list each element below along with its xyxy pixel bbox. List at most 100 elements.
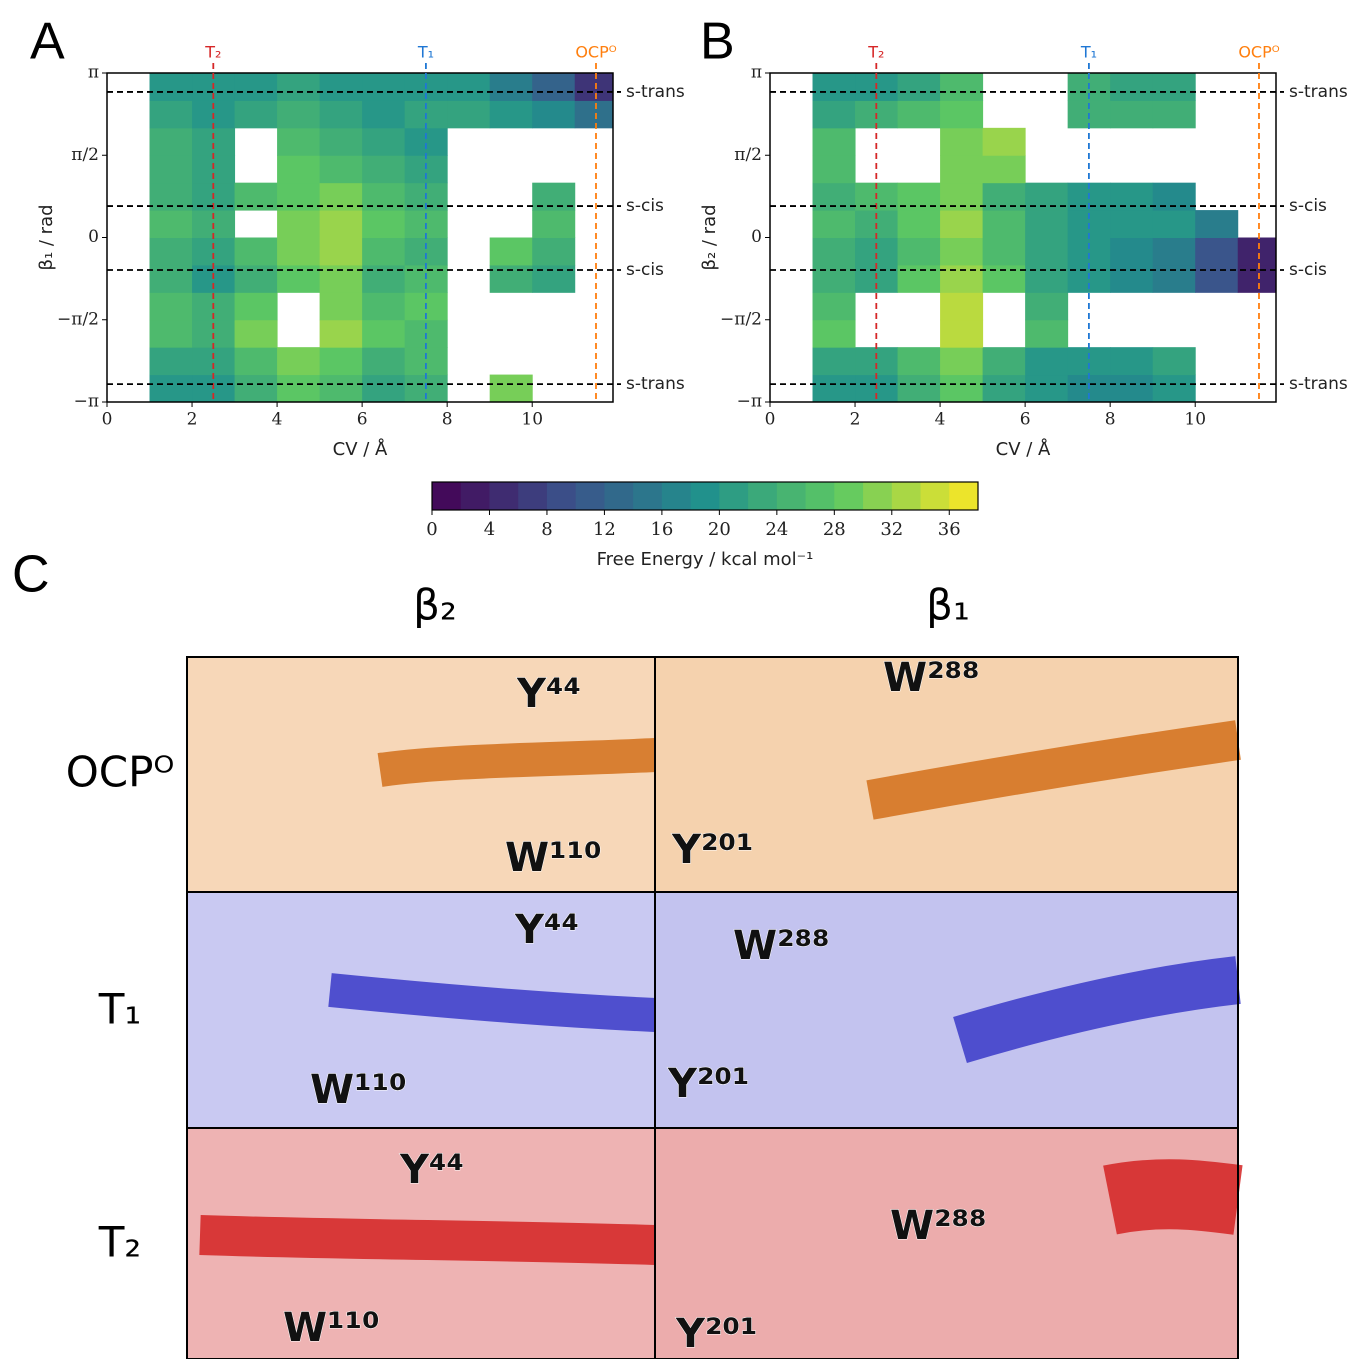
- colorbar-tick-label: 36: [938, 519, 961, 540]
- colorbar-band: [920, 482, 950, 510]
- grid-border: [186, 656, 1239, 1359]
- residue-label: Y⁴⁴: [514, 907, 579, 953]
- colorbar-band: [805, 482, 835, 510]
- heat-cell: [234, 237, 278, 266]
- panel-label: C: [12, 546, 50, 604]
- y-tick-label: −π: [737, 392, 762, 412]
- colorbar-band: [690, 482, 720, 510]
- heat-cell: [812, 319, 856, 348]
- heat-cell: [404, 347, 448, 376]
- colorbar-band: [460, 482, 490, 510]
- heat-cell: [897, 374, 941, 402]
- heat-cell: [812, 73, 856, 101]
- heat-cell: [940, 237, 984, 266]
- heat-cell: [940, 374, 984, 402]
- residue-label: Y²⁰¹: [675, 1311, 758, 1357]
- heat-cell: [940, 292, 984, 321]
- heat-cell: [532, 210, 576, 238]
- heat-cell: [1025, 374, 1069, 402]
- heat-cell: [574, 73, 613, 101]
- carotenoid: [866, 720, 1241, 820]
- heat-cell: [489, 100, 533, 129]
- heat-cell: [234, 374, 278, 402]
- colorbar-label: Free Energy / kcal mol⁻¹: [597, 549, 814, 570]
- conformer-label: s-cis: [1289, 260, 1327, 280]
- heatmap-cells: [149, 73, 613, 402]
- row-label: OCPᴼ: [66, 748, 175, 797]
- heat-cell: [362, 210, 406, 238]
- heat-cell: [234, 347, 278, 376]
- residue-label: Y²⁰¹: [667, 1061, 750, 1107]
- x-tick-label: 0: [765, 410, 776, 430]
- heat-cell: [319, 73, 363, 101]
- heat-cell: [1237, 237, 1276, 266]
- conformer-label: s-cis: [626, 196, 664, 216]
- colorbar-tick-label: 8: [541, 519, 552, 540]
- heat-cell: [1152, 237, 1196, 266]
- heat-cell: [489, 237, 533, 266]
- heat-cell: [404, 237, 448, 266]
- carotenoid: [328, 973, 656, 1032]
- colorbar-band: [891, 482, 922, 510]
- heat-cell: [855, 347, 899, 376]
- heat-cell: [982, 347, 1026, 376]
- x-tick-label: 0: [102, 410, 113, 430]
- heat-cell: [362, 155, 406, 184]
- heat-cell: [940, 210, 984, 238]
- heat-cell: [149, 155, 193, 184]
- heat-cell: [532, 73, 576, 101]
- colorbar-tick-label: 16: [650, 519, 673, 540]
- x-tick-label: 2: [850, 410, 861, 430]
- heat-cell: [1152, 100, 1196, 129]
- y-tick-label: −π/2: [57, 309, 99, 329]
- residue-label: W¹¹⁰: [283, 1305, 380, 1351]
- y-axis-label: β₁ / rad: [36, 204, 57, 270]
- colorbar-tick-label: 24: [765, 519, 788, 540]
- colorbar-band: [863, 482, 893, 510]
- colorbar-band: [575, 482, 605, 510]
- heat-cell: [319, 319, 363, 348]
- heat-cell: [1025, 292, 1069, 321]
- colorbar-band: [546, 482, 577, 510]
- state-label: T₂: [867, 43, 884, 62]
- state-label: OCPᴼ: [575, 43, 616, 62]
- heat-cell: [319, 127, 363, 156]
- heat-cell: [940, 347, 984, 376]
- heat-cell: [149, 73, 193, 101]
- heat-cell: [234, 100, 278, 129]
- colorbar-band: [949, 482, 979, 510]
- carotenoid: [1103, 1159, 1243, 1235]
- heat-cell: [812, 292, 856, 321]
- heat-cell: [1025, 347, 1069, 376]
- heat-cell: [812, 127, 856, 156]
- heat-cell: [982, 127, 1026, 156]
- conformer-label: s-trans: [1289, 82, 1348, 102]
- heat-cell: [149, 319, 193, 348]
- carotenoid: [953, 956, 1241, 1063]
- heat-cell: [940, 155, 984, 184]
- heat-cell: [812, 210, 856, 238]
- heat-cell: [897, 100, 941, 129]
- residue-label: W²⁸⁸: [890, 1203, 987, 1249]
- heat-cell: [1152, 347, 1196, 376]
- heat-cell: [277, 374, 321, 402]
- y-tick-label: π/2: [734, 145, 762, 165]
- heat-cell: [940, 127, 984, 156]
- heat-cell: [897, 73, 941, 101]
- heat-cell: [319, 155, 363, 184]
- x-tick-label: 8: [442, 410, 453, 430]
- colorbar-frame: [431, 481, 979, 511]
- colorbar-tick-label: 4: [484, 519, 495, 540]
- state-label: T₁: [417, 43, 434, 62]
- heat-cell: [812, 100, 856, 129]
- x-tick-label: 4: [272, 410, 283, 430]
- heat-cell: [1110, 347, 1154, 376]
- colorbar-tick-label: 20: [708, 519, 731, 540]
- colorbar-tick-label: 0: [426, 519, 437, 540]
- column-header: β₂: [413, 581, 457, 630]
- heat-cell: [940, 319, 984, 348]
- structure-grid: [186, 656, 1243, 1359]
- colorbar-band: [661, 482, 692, 510]
- colorbar-band: [432, 482, 462, 510]
- heat-cell: [362, 100, 406, 129]
